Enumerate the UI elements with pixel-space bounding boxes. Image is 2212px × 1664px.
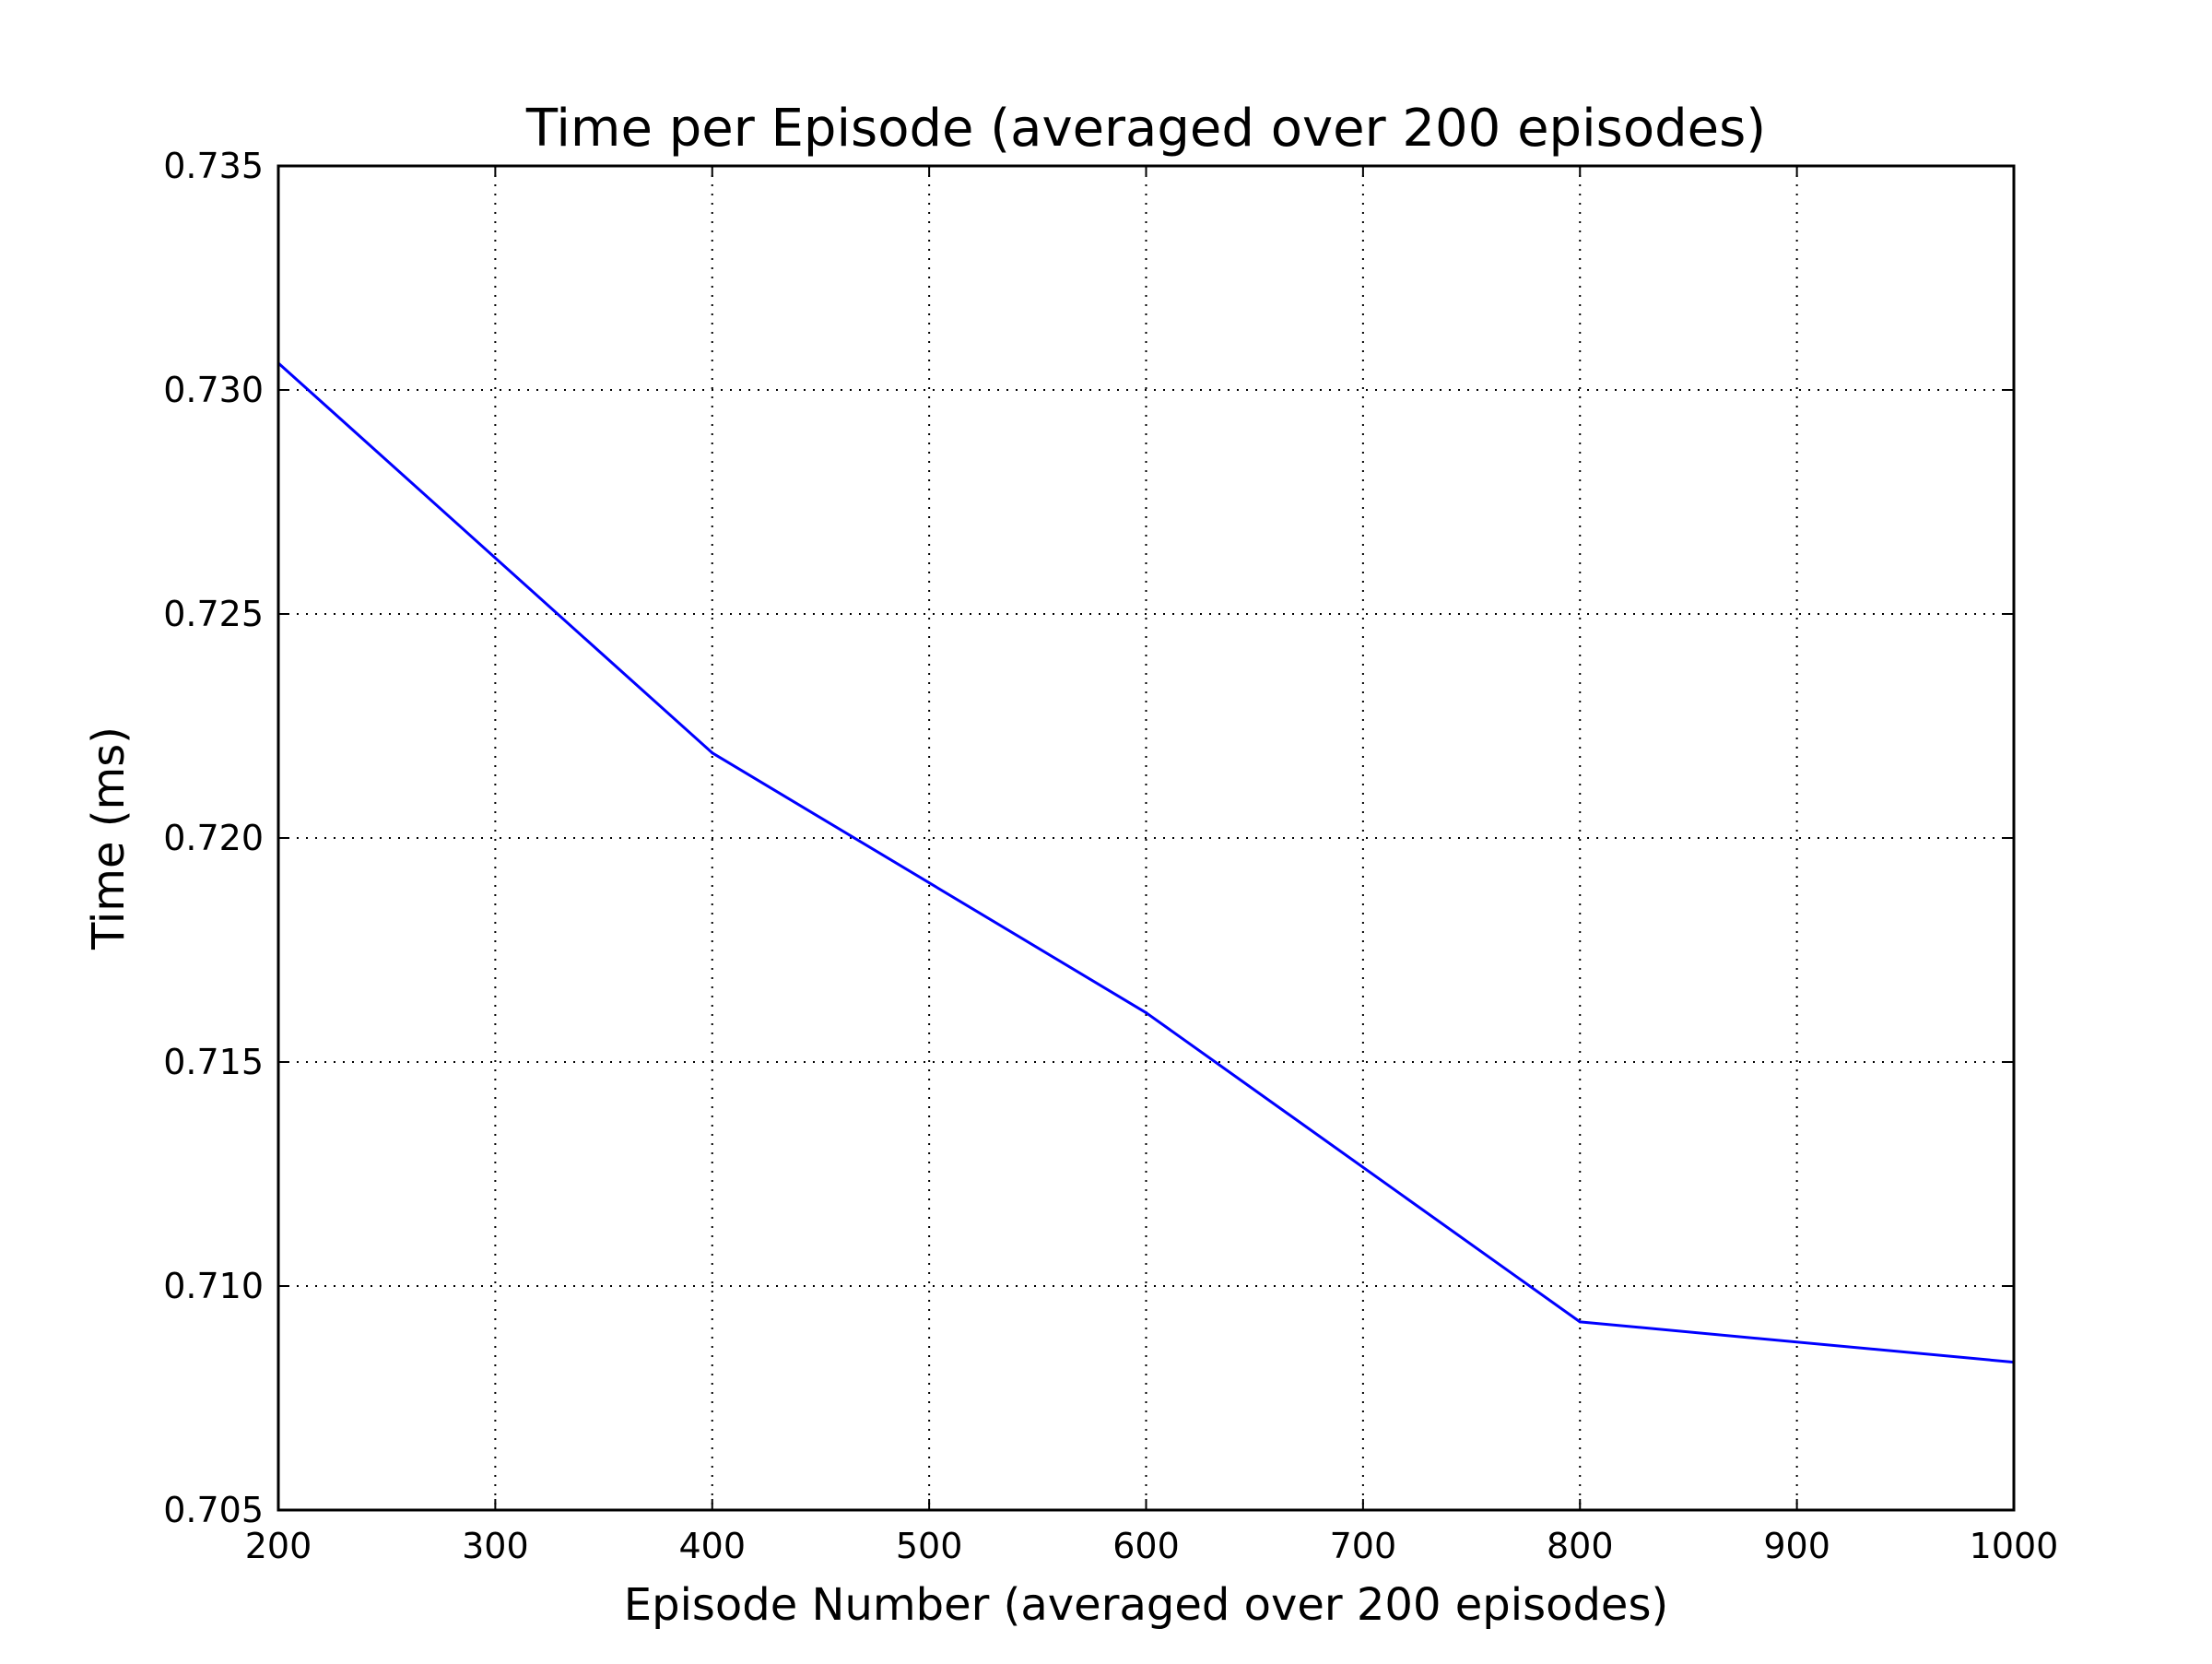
series-point (1578, 1320, 1582, 1324)
x-tick-label: 200 (245, 1526, 312, 1566)
x-tick-label: 1000 (1970, 1526, 2059, 1566)
series-point (711, 751, 714, 755)
y-tick-label: 0.710 (163, 1266, 264, 1306)
y-tick-label: 0.725 (163, 594, 264, 634)
y-tick-label: 0.730 (163, 370, 264, 410)
x-tick-label: 300 (462, 1526, 529, 1566)
x-tick-label: 500 (896, 1526, 963, 1566)
x-tick-label: 400 (678, 1526, 746, 1566)
y-axis-label: Time (ms) (83, 726, 135, 950)
y-tick-label: 0.715 (163, 1042, 264, 1082)
tick-label-layer: 200 300 400 500 600 700 800 900 1000 0.705 0.710 0.… (163, 146, 2058, 1566)
y-tick-label: 0.720 (163, 818, 264, 858)
y-tick-label: 0.735 (163, 146, 264, 186)
chart-title: Time per Episode (averaged over 200 epis… (525, 99, 1766, 159)
grid-layer (277, 165, 2015, 1511)
x-tick-label: 600 (1112, 1526, 1180, 1566)
x-tick-label: 900 (1763, 1526, 1830, 1566)
tick-layer (277, 165, 2015, 1511)
series-layer (276, 361, 2016, 1364)
y-tick-label: 0.705 (163, 1490, 264, 1530)
series-line (276, 361, 2015, 1364)
x-tick-label: 700 (1330, 1526, 1397, 1566)
series-point (1145, 1011, 1147, 1015)
x-axis-label: Episode Number (averaged over 200 episod… (624, 1579, 1668, 1631)
x-tick-label: 800 (1547, 1526, 1614, 1566)
